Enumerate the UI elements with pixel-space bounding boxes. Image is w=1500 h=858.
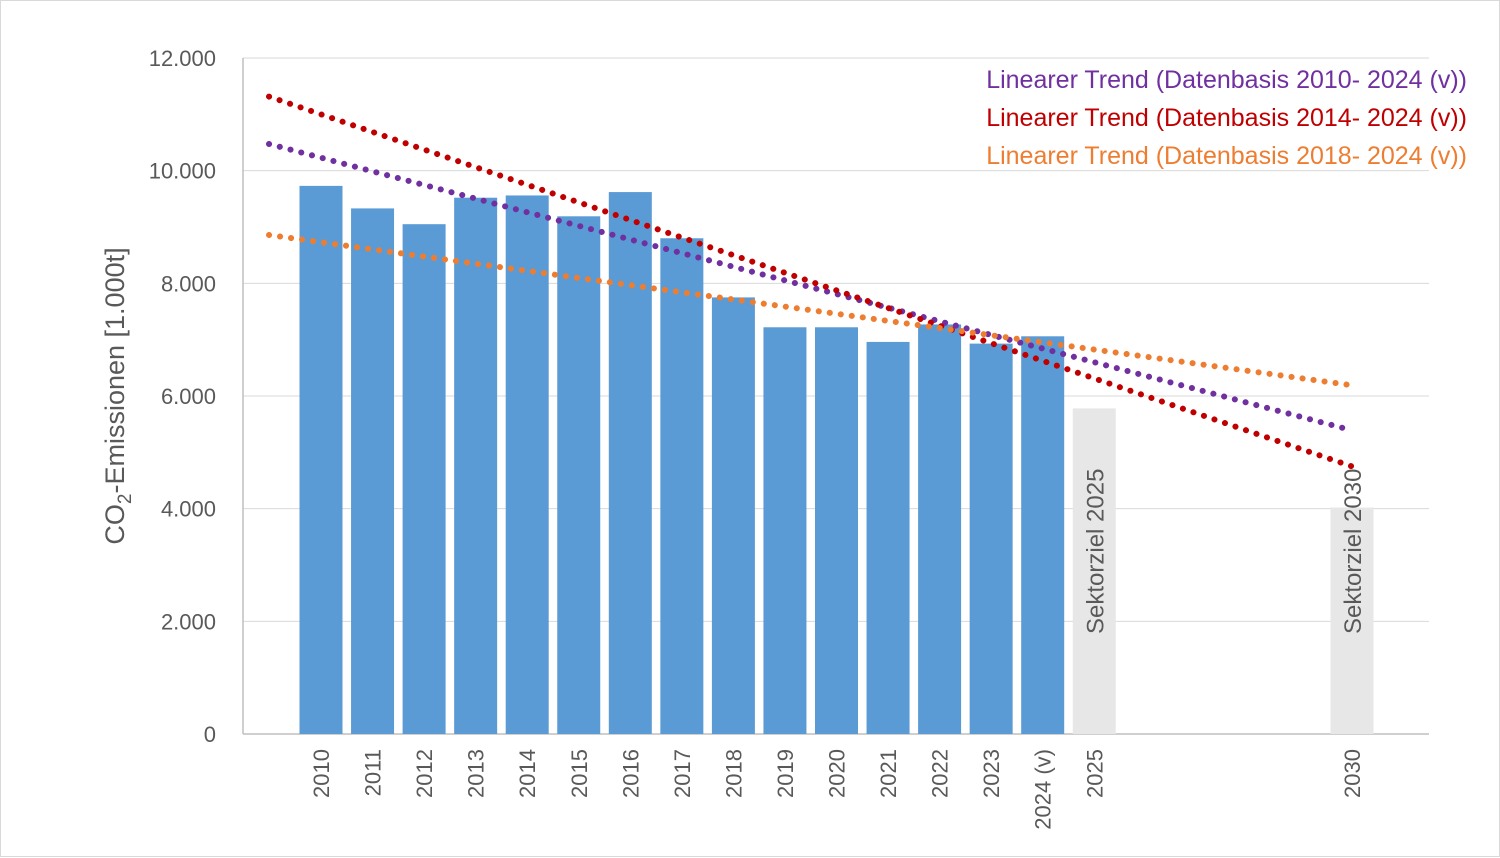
bar-series <box>299 185 1065 735</box>
y-tick-label: 10.000 <box>149 159 216 184</box>
x-tick-label-2010: 2010 <box>309 749 334 798</box>
x-tick-label-2012: 2012 <box>412 749 437 798</box>
target-bars: Sektorziel 2025 Sektorziel 2030 <box>1072 408 1374 734</box>
trend-lines <box>266 93 1355 470</box>
x-tick-label-2020: 2020 <box>825 749 850 798</box>
y-tick-label: 8.000 <box>161 271 216 296</box>
x-tick-label-2016: 2016 <box>618 749 643 798</box>
y-tick-label: 12.000 <box>149 46 216 71</box>
x-tick-label-2013: 2013 <box>464 749 489 798</box>
x-tick-label-2017: 2017 <box>670 749 695 798</box>
legend-entry-2: Linearer Trend (Datenbasis 2014- 2024 (v… <box>986 104 1467 132</box>
bar-2020 <box>815 327 858 734</box>
bar-2016 <box>608 192 652 734</box>
x-tick-label-2024 (v): 2024 (v) <box>1031 749 1056 830</box>
x-tick-label-2030: 2030 <box>1340 749 1365 798</box>
target-label-2025: Sektorziel 2025 <box>1082 469 1109 634</box>
bar-2014 <box>505 195 549 734</box>
bar-2018 <box>711 297 755 734</box>
x-tick-label-2025: 2025 <box>1082 749 1107 798</box>
y-axis-title: CO2-Emissionen [1.000t] <box>100 247 136 544</box>
y-tick-label: 6.000 <box>161 384 216 409</box>
target-bar-2025 <box>1072 408 1116 734</box>
bar-2024 (v) <box>1021 336 1065 734</box>
x-tick-label-2018: 2018 <box>721 749 746 798</box>
x-tick-label-2022: 2022 <box>928 749 953 798</box>
x-tick-label-2011: 2011 <box>361 749 386 796</box>
x-tick-label-2014: 2014 <box>515 749 540 798</box>
bar-2015 <box>557 216 601 735</box>
trend-line-1 <box>266 140 1355 434</box>
bar-2011 <box>351 208 395 734</box>
bar-2021 <box>866 341 910 734</box>
y-tick-labels: 0 2.000 4.000 6.000 8.000 10.000 12.000 <box>149 46 216 747</box>
bar-2013 <box>454 197 498 734</box>
x-tick-labels: 2010 2011 2012 2013 2014 2015 2016 2017 2018 2019… <box>309 749 1365 830</box>
bar-2012 <box>402 224 446 734</box>
bar-2023 <box>969 343 1013 734</box>
y-tick-label: 4.000 <box>161 497 216 522</box>
bar-2019 <box>763 327 807 734</box>
bar-2010 <box>299 185 343 735</box>
target-bar-2030 <box>1330 507 1374 734</box>
legend-entry-1: Linearer Trend (Datenbasis 2010- 2024 (v… <box>986 66 1467 94</box>
legend: Linearer Trend (Datenbasis 2010- 2024 (v… <box>986 66 1467 170</box>
x-tick-label-2019: 2019 <box>773 749 798 798</box>
target-label-2030: Sektorziel 2030 <box>1340 469 1367 634</box>
x-tick-label-2015: 2015 <box>567 749 592 798</box>
bar-2017 <box>660 238 704 734</box>
bar-2022 <box>918 324 962 734</box>
y-tick-label: 2.000 <box>161 609 216 634</box>
x-tick-label-2023: 2023 <box>979 749 1004 798</box>
y-tick-label: 0 <box>204 722 216 747</box>
trend-line-3 <box>266 231 1355 389</box>
x-tick-label-2021: 2021 <box>876 749 901 798</box>
legend-entry-3: Linearer Trend (Datenbasis 2018- 2024 (v… <box>986 142 1467 170</box>
trend-line-2 <box>266 93 1355 470</box>
